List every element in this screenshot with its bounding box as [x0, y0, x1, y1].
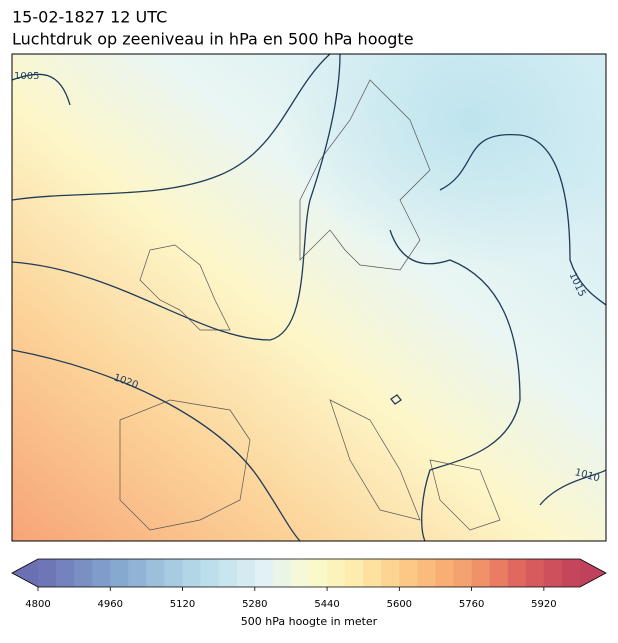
colorbar-segment	[146, 559, 165, 587]
colorbar-segment	[309, 559, 328, 587]
colorbar-label: 500 hPa hoogte in meter	[241, 615, 378, 628]
title: 15-02-1827 12 UTC	[12, 8, 167, 27]
colorbar-segment	[525, 559, 545, 587]
colorbar-segment	[399, 559, 418, 587]
colorbar-segment	[543, 559, 563, 587]
low-pressure-area	[280, 54, 606, 270]
colorbar-segment	[254, 559, 274, 587]
colorbar-tick-label: 5440	[314, 599, 339, 610]
colorbar-extend-high	[580, 559, 606, 587]
contour-label: 1005	[14, 71, 39, 82]
colorbar-segment	[417, 559, 436, 587]
colorbar-segment	[128, 559, 147, 587]
isobars	[12, 54, 606, 541]
colorbar-segment	[236, 559, 256, 587]
colorbar-segment	[471, 559, 491, 587]
map: 1005 1015 1020 1010	[12, 54, 606, 541]
colorbar-segment	[200, 559, 220, 587]
colorbar-extend-low	[12, 559, 38, 587]
colorbar-segment	[290, 559, 310, 587]
colorbar-tick-label: 5920	[531, 599, 556, 610]
colorbar-segment	[435, 559, 455, 587]
colorbar-segment	[327, 559, 346, 587]
colorbar-segment	[92, 559, 111, 587]
colorbar-segment	[182, 559, 202, 587]
colorbar-tick-label: 5120	[170, 599, 195, 610]
colorbar-tick-label: 5280	[242, 599, 267, 610]
colorbar-segment	[345, 559, 364, 587]
colorbar-tick-label: 5600	[387, 599, 412, 610]
colorbar-segment	[218, 559, 238, 587]
colorbar-tick-label: 5760	[459, 599, 484, 610]
colorbar-segment	[561, 559, 581, 587]
colorbar-segment	[272, 559, 292, 587]
colorbar-segment	[164, 559, 184, 587]
colorbar-segment	[489, 559, 509, 587]
colorbar: 4800 4960 5120 5280 5440 5600 5760 5920	[11, 558, 607, 610]
map-frame	[11, 53, 607, 542]
colorbar-segment	[38, 559, 57, 587]
colorbar-segment	[110, 559, 129, 587]
colorbar-segment	[363, 559, 382, 587]
colorbar-segment	[56, 559, 75, 587]
colorbar-segment	[507, 559, 527, 587]
colorbar-segment	[453, 559, 473, 587]
colorbar-segment	[74, 559, 93, 587]
coastlines	[119, 79, 501, 531]
colorbar-tick-label: 4800	[25, 599, 50, 610]
subtitle: Luchtdruk op zeeniveau in hPa en 500 hPa…	[12, 30, 414, 49]
colorbar-tick-label: 4960	[98, 599, 123, 610]
colorbar-segment	[381, 559, 400, 587]
